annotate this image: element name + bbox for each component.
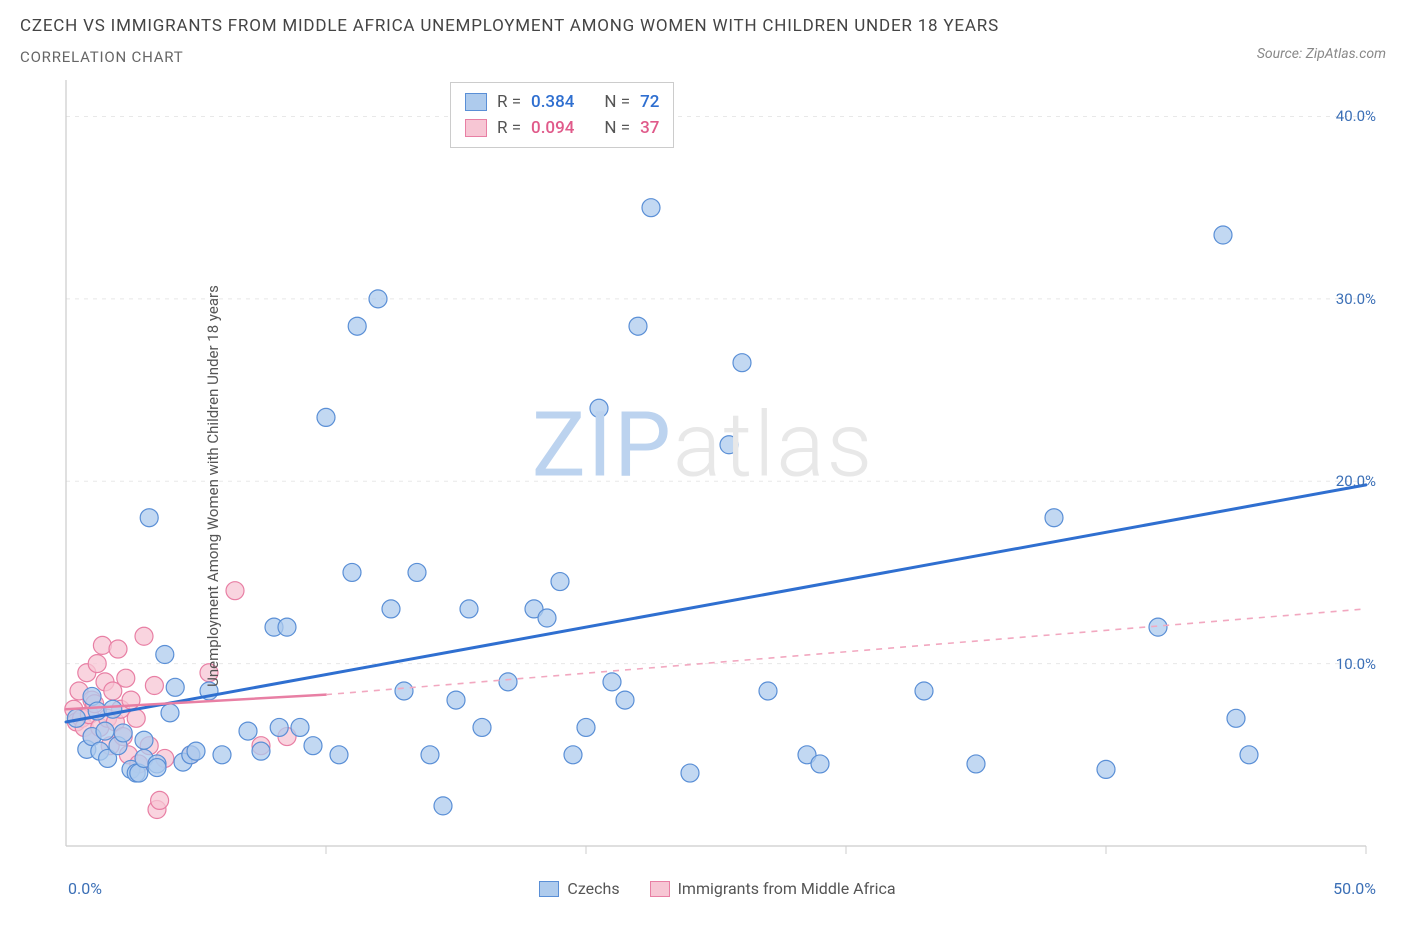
chart-subtitle: CORRELATION CHART	[20, 48, 999, 66]
y-tick-label: 30.0%	[1336, 290, 1376, 308]
r-value-immigrants: 0.094	[531, 115, 574, 141]
stats-row-immigrants: R = 0.094 N = 37	[465, 115, 659, 141]
stats-legend: R = 0.384 N = 72 R = 0.094 N = 37	[450, 82, 674, 148]
n-label: N =	[604, 89, 630, 115]
x-axis-max: 50.0%	[1333, 879, 1376, 898]
swatch-czechs	[465, 93, 487, 111]
swatch-immigrants	[465, 119, 487, 137]
title-block: CZECH VS IMMIGRANTS FROM MIDDLE AFRICA U…	[20, 16, 999, 66]
bottom-legend: 0.0% Czechs Immigrants from Middle Afric…	[20, 879, 1386, 898]
chart-container: Unemployment Among Women with Children U…	[20, 76, 1386, 896]
r-label: R =	[497, 89, 521, 115]
y-tick-label: 40.0%	[1336, 107, 1376, 125]
scatter-chart	[20, 76, 1386, 896]
r-label: R =	[497, 115, 521, 141]
source-prefix: Source:	[1257, 46, 1306, 62]
swatch-czechs	[539, 881, 559, 897]
y-tick-label: 20.0%	[1336, 472, 1376, 490]
stats-row-czechs: R = 0.384 N = 72	[465, 89, 659, 115]
y-tick-label: 10.0%	[1336, 655, 1376, 673]
y-axis-label: Unemployment Among Women with Children U…	[204, 285, 222, 687]
n-value-czechs: 72	[640, 89, 659, 115]
n-label: N =	[604, 115, 630, 141]
chart-title: CZECH VS IMMIGRANTS FROM MIDDLE AFRICA U…	[20, 16, 999, 36]
legend-label-czechs: Czechs	[567, 879, 619, 898]
source-name: ZipAtlas.com	[1306, 46, 1386, 62]
legend-item-czechs: Czechs	[539, 879, 619, 898]
legend-item-immigrants: Immigrants from Middle Africa	[650, 879, 896, 898]
source-attribution: Source: ZipAtlas.com	[1257, 46, 1386, 62]
r-value-czechs: 0.384	[531, 89, 574, 115]
legend-label-immigrants: Immigrants from Middle Africa	[678, 879, 896, 898]
header-row: CZECH VS IMMIGRANTS FROM MIDDLE AFRICA U…	[20, 16, 1386, 66]
swatch-immigrants	[650, 881, 670, 897]
x-axis-min: 0.0%	[68, 879, 102, 898]
n-value-immigrants: 37	[640, 115, 659, 141]
